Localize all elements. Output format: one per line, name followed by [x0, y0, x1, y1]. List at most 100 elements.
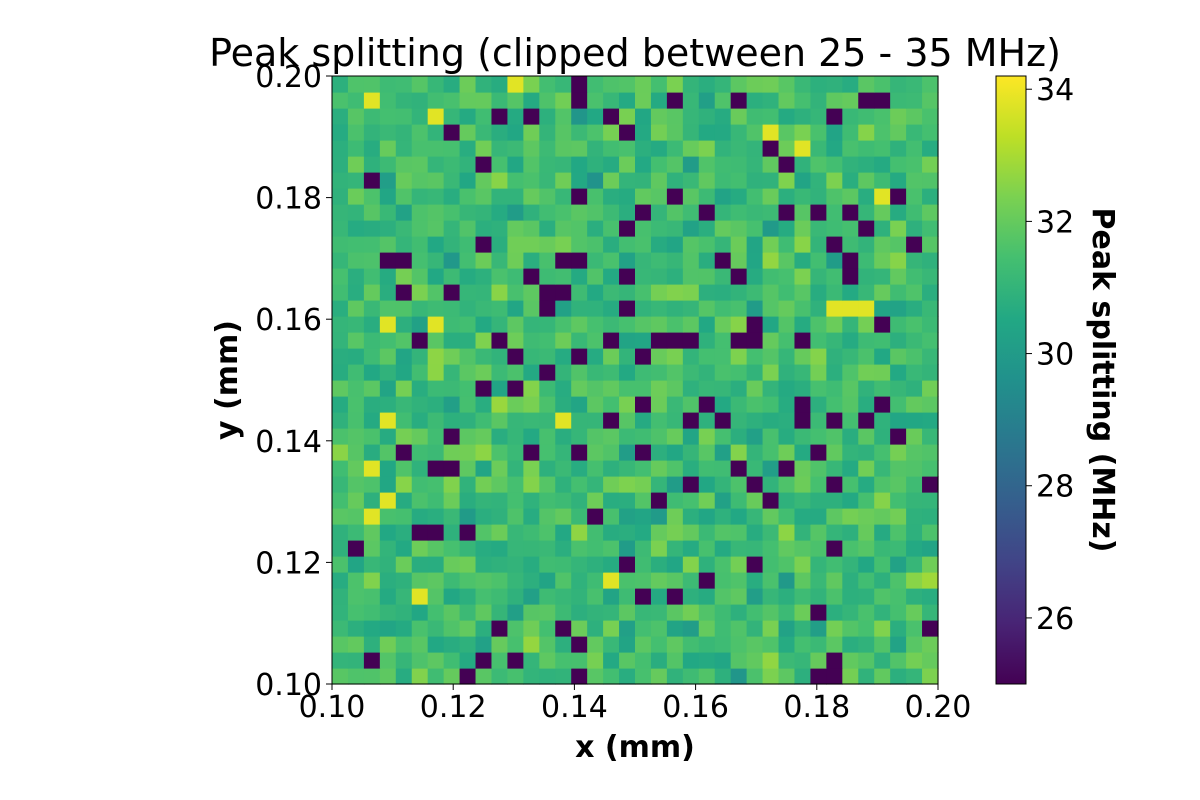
heatmap-cell — [826, 76, 843, 93]
heatmap-cell — [874, 332, 891, 349]
heatmap-cell — [571, 476, 588, 493]
heatmap-cell — [682, 604, 700, 621]
heatmap-cell — [491, 140, 509, 157]
heatmap-cell — [698, 332, 716, 349]
heatmap-cell — [411, 220, 429, 237]
heatmap-cell — [730, 300, 748, 317]
heatmap-cell — [332, 348, 349, 365]
heatmap-cell — [906, 236, 923, 253]
heatmap-cell — [587, 380, 604, 397]
heatmap-cell — [842, 652, 859, 669]
heatmap-cell — [650, 652, 668, 669]
heatmap-cell — [332, 172, 349, 189]
heatmap-cell — [411, 300, 429, 317]
heatmap-cell — [826, 636, 843, 653]
heatmap-cell — [507, 188, 524, 205]
heatmap-cell — [842, 572, 859, 589]
heatmap-cell — [523, 380, 540, 397]
heatmap-cell — [730, 284, 748, 301]
heatmap-cell — [890, 204, 907, 221]
heatmap-cell — [619, 300, 636, 317]
heatmap-cell — [363, 444, 381, 461]
heatmap-cell — [858, 428, 875, 445]
heatmap-cell — [619, 428, 636, 445]
heatmap-cell — [459, 236, 477, 253]
heatmap-cell — [730, 268, 748, 285]
heatmap-cell — [682, 108, 700, 125]
heatmap-cell — [411, 620, 429, 637]
heatmap-cell — [778, 364, 796, 381]
heatmap-cell — [874, 444, 891, 461]
heatmap-cell — [650, 364, 668, 381]
heatmap-cell — [746, 364, 764, 381]
heatmap-cell — [539, 156, 556, 173]
heatmap-cell — [762, 76, 780, 93]
heatmap-cell — [571, 364, 588, 381]
heatmap-cell — [682, 380, 700, 397]
heatmap-cell — [810, 76, 827, 93]
heatmap-cell — [427, 476, 445, 493]
x-tick-label: 0.16 — [662, 690, 729, 725]
heatmap-cell — [395, 76, 413, 93]
heatmap-cell — [411, 636, 429, 653]
heatmap-cell — [635, 572, 652, 589]
heatmap-cell — [778, 444, 796, 461]
heatmap-cell — [746, 220, 764, 237]
heatmap-cell — [650, 572, 668, 589]
heatmap-cell — [443, 636, 461, 653]
heatmap-cell — [459, 204, 477, 221]
heatmap-cell — [650, 220, 668, 237]
heatmap-cell — [443, 620, 461, 637]
heatmap-cell — [858, 284, 875, 301]
heatmap-cell — [922, 364, 939, 381]
heatmap-cell — [858, 588, 875, 605]
heatmap-cell — [507, 668, 524, 685]
heatmap-cell — [650, 492, 668, 509]
heatmap-cell — [922, 380, 939, 397]
heatmap-cell — [650, 188, 668, 205]
heatmap-cell — [682, 364, 700, 381]
heatmap-cell — [411, 380, 429, 397]
heatmap-cell — [507, 636, 524, 653]
heatmap-cell — [826, 92, 843, 109]
heatmap-cell — [507, 268, 524, 285]
heatmap-cell — [778, 108, 796, 125]
heatmap-cell — [826, 444, 843, 461]
heatmap-cell — [347, 300, 365, 317]
heatmap-cell — [778, 172, 796, 189]
heatmap-cell — [427, 220, 445, 237]
heatmap-cell — [826, 428, 843, 445]
heatmap-cell — [411, 540, 429, 557]
heatmap-cell — [746, 268, 764, 285]
heatmap-cell — [347, 204, 365, 221]
heatmap-cell — [459, 636, 477, 653]
heatmap-cell — [363, 668, 381, 685]
heatmap-cell — [698, 508, 716, 525]
heatmap-cell — [507, 572, 524, 589]
heatmap-cell — [810, 636, 827, 653]
heatmap-cell — [635, 380, 652, 397]
heatmap-cell — [332, 92, 349, 109]
heatmap-cell — [619, 76, 636, 93]
heatmap-cell — [922, 476, 939, 493]
heatmap-cell — [571, 412, 588, 429]
heatmap-cell — [491, 76, 509, 93]
heatmap-cell — [427, 92, 445, 109]
heatmap-cell — [714, 588, 732, 605]
heatmap-cell — [810, 652, 827, 669]
heatmap-cell — [858, 636, 875, 653]
heatmap-cell — [459, 172, 477, 189]
heatmap-cell — [619, 236, 636, 253]
heatmap-cell — [698, 284, 716, 301]
heatmap-cell — [363, 348, 381, 365]
heatmap-cell — [619, 156, 636, 173]
heatmap-cell — [603, 92, 620, 109]
heatmap-cell — [523, 492, 540, 509]
heatmap-cell — [523, 204, 540, 221]
heatmap-cell — [730, 652, 748, 669]
heatmap-cell — [475, 668, 493, 685]
heatmap-cell — [746, 396, 764, 413]
heatmap-cell — [682, 284, 700, 301]
heatmap-cell — [459, 412, 477, 429]
heatmap-cell — [842, 300, 859, 317]
